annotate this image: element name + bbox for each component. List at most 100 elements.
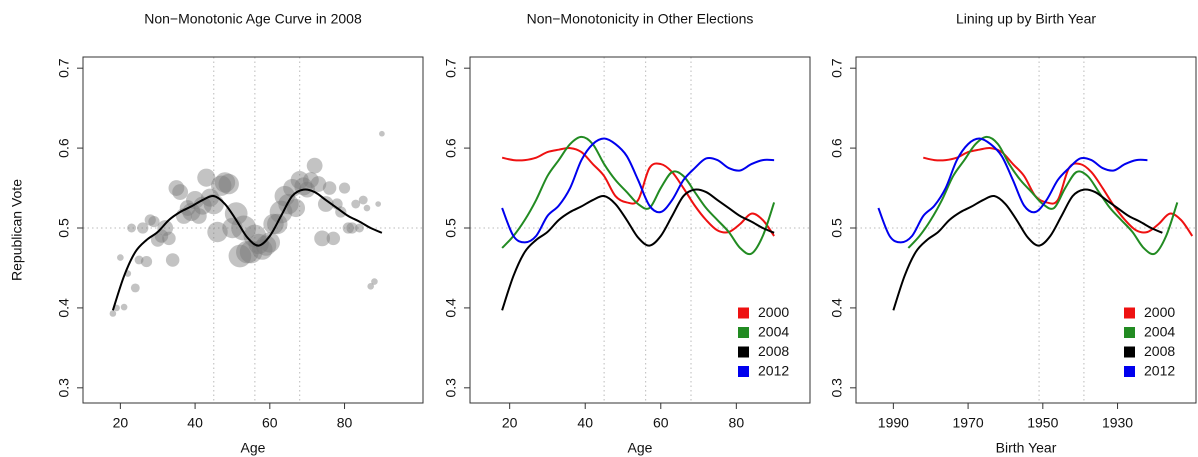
legend-label: 2000 bbox=[1144, 304, 1175, 320]
x-tick-label: 20 bbox=[113, 415, 129, 431]
bubble bbox=[162, 231, 176, 246]
legend-swatch bbox=[1124, 307, 1135, 319]
plot-frame bbox=[855, 56, 1197, 404]
bubble bbox=[134, 255, 144, 265]
x-tick-label: 80 bbox=[337, 415, 353, 431]
legend-swatch bbox=[738, 307, 749, 319]
bubble bbox=[236, 240, 259, 264]
bubble bbox=[157, 220, 174, 236]
bubble bbox=[228, 244, 252, 268]
bubble bbox=[117, 254, 124, 261]
x-tick-label: 40 bbox=[577, 415, 593, 431]
curve bbox=[501, 188, 775, 311]
y-tick-label: 0.6 bbox=[56, 138, 72, 158]
bubble bbox=[127, 223, 137, 233]
bubble bbox=[306, 157, 323, 174]
bubble bbox=[367, 283, 374, 290]
legend-label: 2000 bbox=[758, 304, 789, 320]
x-tick-label: 1990 bbox=[878, 415, 909, 431]
bubble bbox=[351, 199, 361, 209]
bubble bbox=[303, 172, 319, 188]
bubble bbox=[346, 222, 358, 234]
x-tick-label: 60 bbox=[262, 415, 278, 431]
y-tick-label: 0.7 bbox=[56, 58, 72, 78]
legend-label: 2008 bbox=[1144, 343, 1175, 359]
legend-label: 2008 bbox=[758, 343, 789, 359]
bubble bbox=[371, 278, 378, 285]
legend-swatch bbox=[1124, 366, 1135, 377]
bubble bbox=[255, 235, 277, 256]
y-tick-label: 0.3 bbox=[829, 378, 845, 398]
curve bbox=[501, 135, 776, 256]
bubble bbox=[375, 201, 382, 207]
bubble bbox=[190, 208, 207, 224]
bubble bbox=[326, 231, 341, 246]
y-tick-label: 0.3 bbox=[56, 378, 72, 398]
curve bbox=[892, 188, 1163, 311]
curve bbox=[111, 188, 383, 311]
bubble bbox=[259, 232, 281, 253]
y-tick-label: 0.4 bbox=[56, 298, 72, 318]
bubble bbox=[317, 196, 334, 212]
x-tick-label: 1970 bbox=[953, 415, 984, 431]
legend-swatch bbox=[738, 366, 749, 377]
bubble bbox=[248, 233, 269, 255]
bubble bbox=[243, 224, 267, 248]
bubble bbox=[109, 310, 117, 317]
bubble bbox=[290, 171, 309, 190]
y-tick-label: 0.5 bbox=[443, 218, 459, 238]
bubble bbox=[168, 180, 185, 196]
legend-swatch bbox=[738, 327, 749, 338]
plot-frame bbox=[469, 56, 811, 404]
bubble bbox=[182, 202, 201, 222]
y-tick-label: 0.5 bbox=[56, 218, 72, 238]
curve bbox=[501, 137, 775, 244]
bubble bbox=[278, 193, 299, 215]
bubble bbox=[165, 253, 180, 267]
bubble bbox=[286, 198, 306, 218]
legend-label: 2012 bbox=[758, 363, 789, 379]
bubble bbox=[322, 181, 337, 195]
x-tick-label: 20 bbox=[502, 415, 518, 431]
y-tick-label: 0.4 bbox=[829, 298, 845, 318]
bubble bbox=[207, 221, 228, 243]
panel-title: Non−Monotonicity in Other Elections bbox=[527, 11, 754, 27]
x-axis-label: Age bbox=[628, 440, 653, 456]
panel-title: Lining up by Birth Year bbox=[956, 11, 1096, 27]
bubble bbox=[379, 130, 385, 137]
plot-frame bbox=[82, 56, 424, 404]
bubble bbox=[137, 222, 149, 234]
y-tick-label: 0.6 bbox=[829, 138, 845, 158]
y-tick-label: 0.7 bbox=[443, 58, 459, 78]
bubble bbox=[140, 255, 153, 268]
x-tick-label: 60 bbox=[653, 415, 669, 431]
bubble bbox=[342, 222, 354, 234]
bubble bbox=[355, 223, 364, 233]
x-tick-label: 1950 bbox=[1027, 415, 1058, 431]
legend-swatch bbox=[738, 346, 749, 358]
bubble bbox=[150, 233, 165, 247]
legend-label: 2012 bbox=[1144, 363, 1175, 379]
bubble bbox=[211, 175, 232, 196]
y-tick-label: 0.5 bbox=[829, 218, 845, 238]
bubble bbox=[214, 172, 236, 193]
x-axis-label: Age bbox=[241, 440, 266, 456]
bubble bbox=[130, 283, 140, 293]
bubble bbox=[218, 173, 239, 195]
bubble bbox=[144, 214, 156, 226]
legend-swatch bbox=[1124, 327, 1135, 338]
bubble bbox=[193, 196, 212, 215]
legend-label: 2004 bbox=[758, 324, 789, 340]
bubble bbox=[358, 195, 368, 205]
x-axis-label: Birth Year bbox=[996, 440, 1057, 456]
bubble bbox=[310, 176, 327, 192]
curve bbox=[923, 147, 1194, 237]
bubble bbox=[120, 303, 128, 311]
y-tick-label: 0.4 bbox=[443, 298, 459, 318]
bubble bbox=[186, 190, 205, 210]
legend-swatch bbox=[1124, 346, 1135, 358]
bubble bbox=[363, 204, 371, 212]
bubble bbox=[314, 230, 331, 247]
y-axis-label: Republican Vote bbox=[9, 179, 25, 281]
x-tick-label: 80 bbox=[729, 415, 745, 431]
